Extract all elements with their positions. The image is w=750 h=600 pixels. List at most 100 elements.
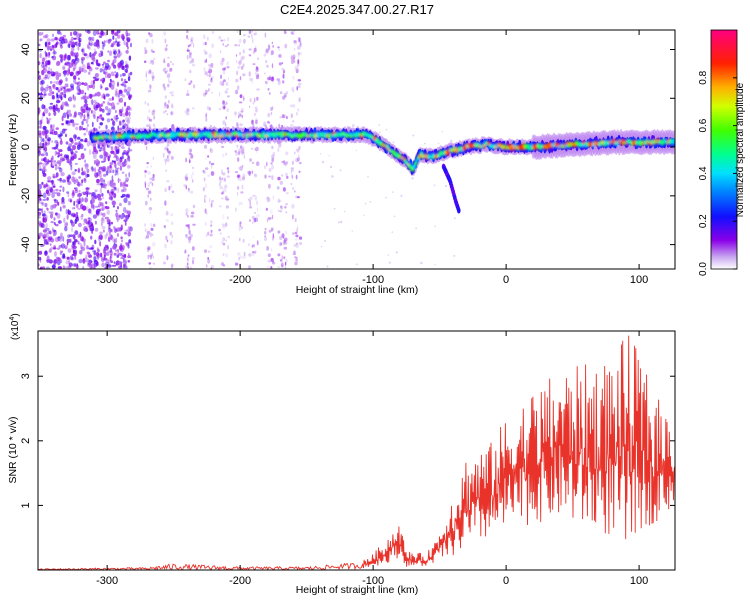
noise-speck xyxy=(126,91,130,96)
noise-speck xyxy=(58,220,61,224)
noise-speck xyxy=(187,224,190,230)
noise-speck xyxy=(147,247,150,253)
noise-speck xyxy=(284,114,287,119)
noise-speck xyxy=(125,41,129,48)
noise-speck xyxy=(127,38,130,43)
noise-speck xyxy=(289,104,294,108)
noise-speck xyxy=(222,70,226,75)
noise-speck xyxy=(47,137,51,142)
noise-speck xyxy=(267,43,271,48)
noise-speck xyxy=(41,168,45,171)
noise-speck xyxy=(191,58,195,63)
noise-speck xyxy=(163,261,166,265)
noise-speck xyxy=(96,172,100,177)
noise-speck xyxy=(295,238,298,241)
ridge-peak-cell xyxy=(386,144,390,150)
noise-speck xyxy=(207,250,211,253)
noise-speck xyxy=(208,160,211,165)
noise-speck xyxy=(239,237,241,242)
noise-speck xyxy=(242,164,244,168)
noise-speck xyxy=(190,36,194,42)
noise-speck xyxy=(101,217,104,222)
noise-speck xyxy=(285,211,288,214)
noise-speck xyxy=(243,154,246,159)
noise-speck xyxy=(298,236,303,240)
noise-speck xyxy=(236,174,241,178)
noise-speck xyxy=(123,259,127,265)
y-tick-label: 3 xyxy=(20,373,32,379)
noise-speck xyxy=(124,221,127,226)
ridge-branch xyxy=(441,163,461,214)
noise-speck xyxy=(294,231,298,235)
noise-speck xyxy=(55,144,59,148)
noise-speck xyxy=(283,160,286,166)
x-tick-label: 100 xyxy=(630,575,648,587)
noise-speck xyxy=(98,114,103,120)
noise-speck xyxy=(112,205,116,208)
noise-speck xyxy=(151,110,155,116)
noise-speck xyxy=(191,174,193,180)
noise-speck xyxy=(81,236,84,242)
noise-speck xyxy=(93,79,95,85)
noise-speck xyxy=(43,156,47,163)
noise-speck xyxy=(82,222,86,226)
noise-speck xyxy=(83,240,86,247)
noise-speck xyxy=(79,143,84,150)
noise-speck xyxy=(42,142,45,147)
noise-speck xyxy=(96,261,99,266)
noise-speck xyxy=(79,114,83,118)
noise-speck xyxy=(239,51,241,56)
noise-speck xyxy=(101,63,105,66)
noise-speck xyxy=(204,221,207,226)
noise-speck xyxy=(253,32,256,36)
noise-speck xyxy=(110,118,114,121)
noise-speck xyxy=(205,58,207,63)
noise-speck xyxy=(78,33,82,37)
noise-speck xyxy=(74,263,77,268)
noise-speck xyxy=(218,107,222,111)
noise-speck xyxy=(67,61,71,65)
noise-speck xyxy=(111,42,114,47)
noise-speck xyxy=(298,83,302,86)
noise-speck xyxy=(126,229,131,232)
noise-speck xyxy=(47,119,51,123)
noise-speck xyxy=(92,56,96,63)
noise-speck xyxy=(96,256,99,260)
noise-speck xyxy=(107,189,110,194)
noise-speck xyxy=(252,101,255,105)
noise-speck xyxy=(116,43,121,47)
noise-speck xyxy=(58,149,63,153)
noise-speck xyxy=(190,233,193,238)
noise-speck xyxy=(83,218,88,223)
noise-speck xyxy=(50,211,54,216)
noise-speck xyxy=(57,220,62,224)
noise-speck xyxy=(121,79,123,82)
noise-speck xyxy=(77,193,81,198)
noise-speck xyxy=(149,61,152,65)
noise-speck xyxy=(188,228,191,234)
noise-speck xyxy=(65,77,68,82)
noise-speck xyxy=(88,263,93,269)
noise-speck xyxy=(118,252,122,256)
noise-speck xyxy=(73,78,77,84)
noise-speck xyxy=(115,109,117,114)
noise-speck xyxy=(277,46,280,49)
noise-speck xyxy=(293,30,296,33)
noise-speck xyxy=(225,152,228,156)
noise-speck xyxy=(46,138,50,142)
noise-speck xyxy=(72,241,75,246)
noise-speck xyxy=(72,94,75,100)
noise-speck xyxy=(248,71,251,77)
noise-speck xyxy=(300,40,302,46)
noise-speck xyxy=(92,30,97,36)
noise-speck xyxy=(222,43,224,46)
noise-speck xyxy=(272,258,274,264)
noise-speck xyxy=(291,203,295,209)
noise-speck xyxy=(227,95,230,98)
noise-speck xyxy=(210,229,213,233)
noise-speck xyxy=(123,232,127,235)
noise-speck xyxy=(169,67,173,73)
noise-speck xyxy=(124,80,128,84)
noise-speck xyxy=(76,85,80,91)
noise-speck xyxy=(279,235,283,240)
